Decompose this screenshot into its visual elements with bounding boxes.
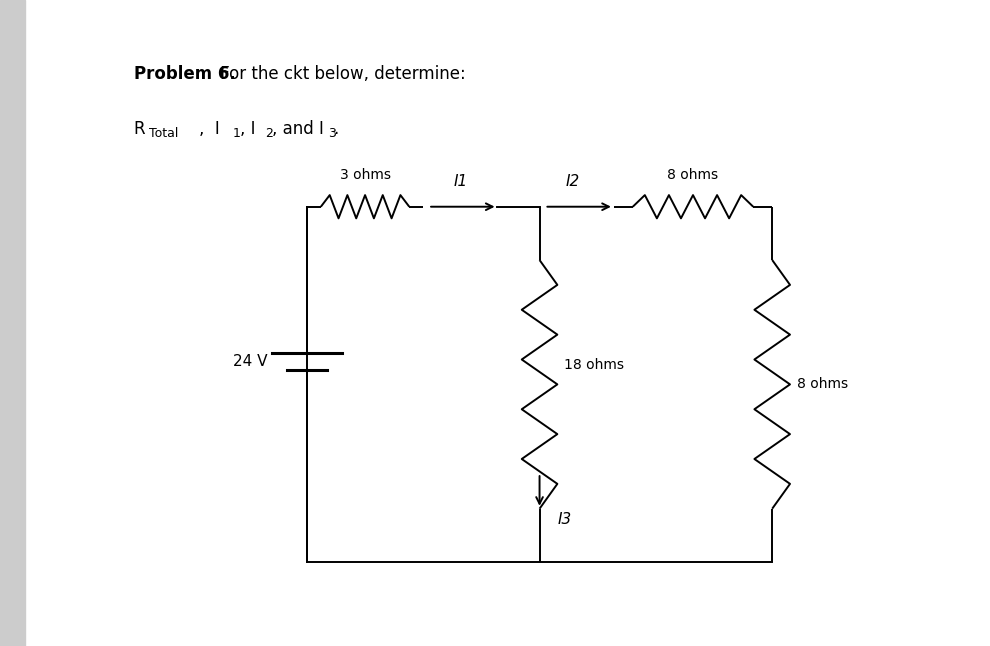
Text: For the ckt below, determine:: For the ckt below, determine: [215, 65, 465, 83]
Bar [0, 0, 25, 646]
Text: 24 V: 24 V [233, 354, 267, 370]
Text: I3: I3 [557, 512, 571, 527]
Text: R: R [134, 120, 146, 138]
Text: ,  I: , I [199, 120, 220, 138]
Text: , I: , I [240, 120, 255, 138]
Text: 8 ohms: 8 ohms [797, 377, 848, 391]
Text: 18 ohms: 18 ohms [564, 358, 625, 372]
Text: , and I: , and I [272, 120, 324, 138]
Text: Total: Total [149, 127, 179, 140]
Text: .: . [334, 120, 339, 138]
Text: 1: 1 [233, 127, 241, 140]
Text: I2: I2 [565, 174, 579, 189]
Text: I1: I1 [453, 174, 468, 189]
Text: Problem 6.: Problem 6. [134, 65, 236, 83]
Text: 3: 3 [328, 127, 336, 140]
Text: 2: 2 [265, 127, 273, 140]
Text: 8 ohms: 8 ohms [667, 168, 719, 182]
Text: 3 ohms: 3 ohms [340, 168, 391, 182]
